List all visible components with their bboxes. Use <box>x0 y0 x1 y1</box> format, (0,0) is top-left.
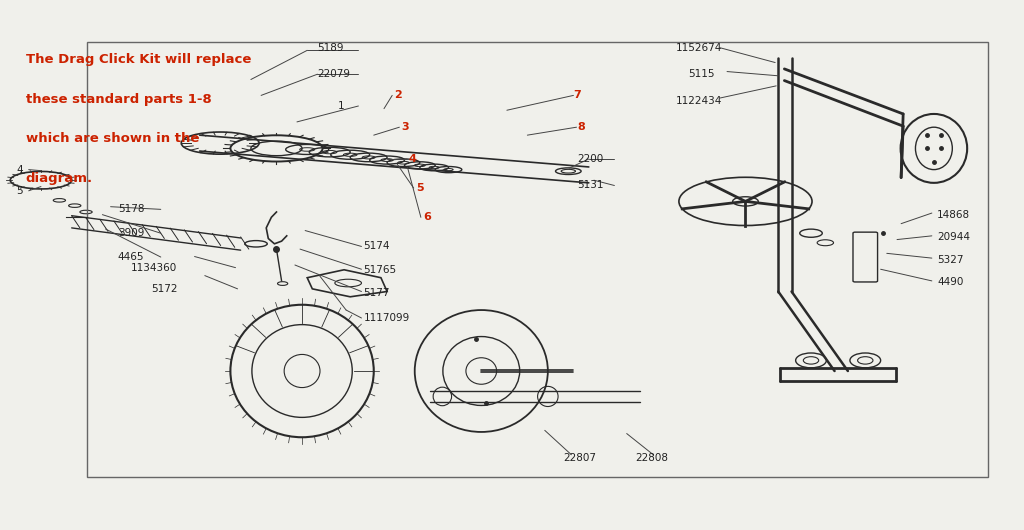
Text: which are shown in the: which are shown in the <box>26 132 199 146</box>
Text: 5: 5 <box>416 183 423 193</box>
Text: diagram.: diagram. <box>26 172 93 185</box>
Text: 5189: 5189 <box>317 43 344 52</box>
Text: 51765: 51765 <box>364 266 396 275</box>
Text: 4: 4 <box>409 154 417 164</box>
Text: these standard parts 1-8: these standard parts 1-8 <box>26 93 211 106</box>
Text: 2200: 2200 <box>578 154 604 164</box>
Text: 8: 8 <box>578 122 586 132</box>
Text: 5178: 5178 <box>118 205 144 214</box>
Text: 7: 7 <box>573 91 582 100</box>
Text: 1122434: 1122434 <box>676 96 722 105</box>
Text: 1117099: 1117099 <box>364 313 410 323</box>
Text: 4: 4 <box>16 165 23 174</box>
Text: 2: 2 <box>394 91 402 100</box>
Text: 5: 5 <box>16 186 23 196</box>
Text: 5172: 5172 <box>152 284 178 294</box>
Text: 22808: 22808 <box>635 454 668 463</box>
Text: 5174: 5174 <box>364 242 390 251</box>
Text: 22807: 22807 <box>563 454 596 463</box>
Text: 5131: 5131 <box>578 181 604 190</box>
Text: 1134360: 1134360 <box>131 263 177 272</box>
Text: 5115: 5115 <box>688 69 715 79</box>
Text: 22079: 22079 <box>317 69 350 79</box>
Text: 3909: 3909 <box>118 228 144 238</box>
Text: 5327: 5327 <box>937 255 964 264</box>
Text: 1152674: 1152674 <box>676 43 722 52</box>
Text: 6: 6 <box>423 213 431 222</box>
Text: 4465: 4465 <box>118 252 144 262</box>
Text: 3: 3 <box>401 122 409 132</box>
Text: 5177: 5177 <box>364 288 390 297</box>
Text: 20944: 20944 <box>937 233 970 242</box>
Text: 1: 1 <box>338 101 344 111</box>
Text: 4490: 4490 <box>937 277 964 287</box>
Text: The Drag Click Kit will replace: The Drag Click Kit will replace <box>26 53 251 66</box>
Bar <box>87 42 988 477</box>
Text: 14868: 14868 <box>937 210 970 219</box>
